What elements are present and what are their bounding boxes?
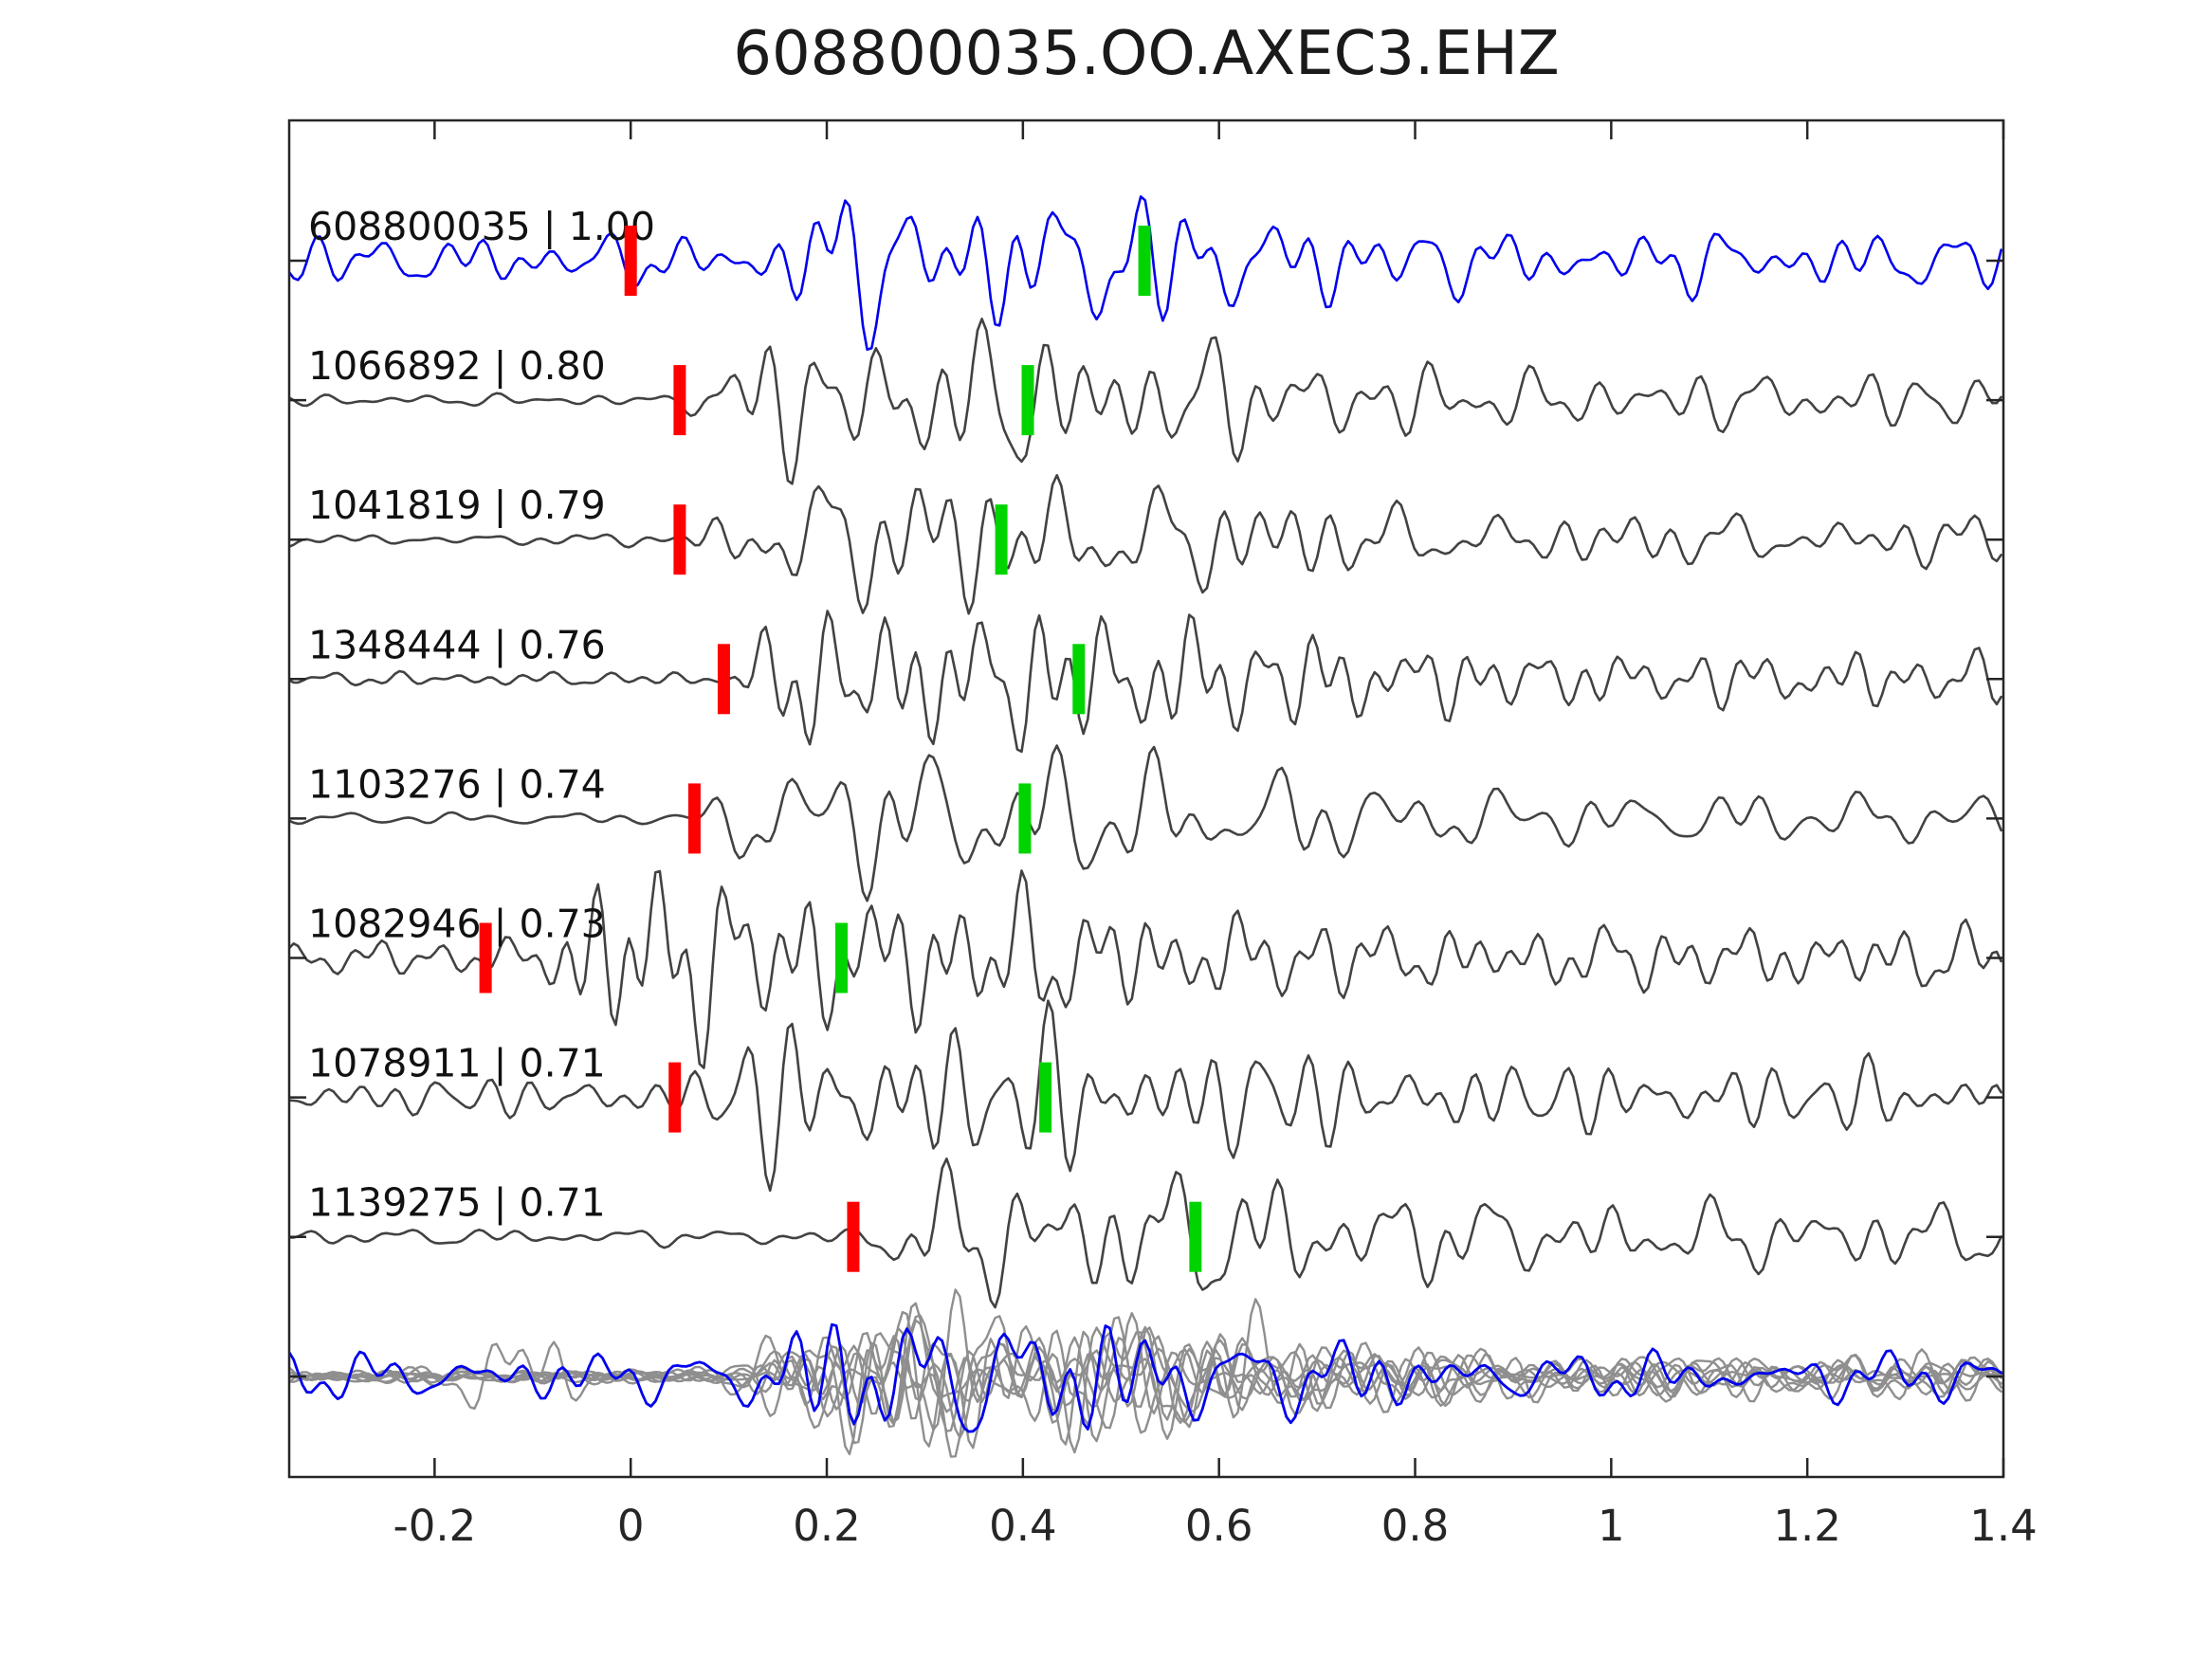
- pick-marker-green-1078911: [1039, 1062, 1052, 1133]
- trace-label-1082946: 1082946 | 0.73: [308, 902, 606, 947]
- waveform-trace-1103276: [289, 744, 2002, 902]
- x-tick-label-0.4: 0.4: [989, 1501, 1057, 1551]
- stack-trace: [289, 1288, 2002, 1434]
- stack-trace: [289, 1315, 2002, 1458]
- pick-marker-red-1066892: [673, 365, 686, 436]
- waveform-trace-608800035: [289, 195, 2002, 351]
- waveform-trace-1078911: [289, 999, 2002, 1193]
- pick-marker-green-1041819: [995, 504, 1008, 575]
- trace-label-1103276: 1103276 | 0.74: [308, 761, 606, 807]
- trace-label-1066892: 1066892 | 0.80: [308, 343, 606, 389]
- pick-marker-red-1041819: [673, 504, 686, 575]
- waveform-trace-1066892: [289, 318, 2002, 485]
- waveform-trace-1082946: [289, 869, 2002, 1069]
- pick-marker-red-1348444: [717, 644, 730, 715]
- pick-marker-green-608800035: [1138, 226, 1151, 296]
- pick-marker-green-1066892: [1021, 365, 1034, 436]
- waveform-trace-1041819: [289, 474, 2002, 615]
- pick-marker-red-1078911: [668, 1062, 682, 1133]
- waveform-trace-1348444: [289, 610, 2002, 754]
- x-tick-label-0.6: 0.6: [1185, 1501, 1253, 1551]
- trace-label-1139275: 1139275 | 0.71: [308, 1180, 606, 1226]
- trace-label-1041819: 1041819 | 0.79: [308, 483, 606, 528]
- pick-marker-green-1139275: [1189, 1201, 1202, 1272]
- pick-marks-layer: [479, 226, 1202, 1272]
- x-tick-label-0.2: 0.2: [793, 1501, 861, 1551]
- plot-border: [287, 118, 2005, 1479]
- pick-marker-red-608800035: [624, 226, 637, 296]
- x-tick-label-1: 1: [1598, 1501, 1625, 1551]
- waveform-trace-1139275: [289, 1158, 2002, 1309]
- pick-marker-green-1103276: [1018, 783, 1032, 854]
- pick-marker-red-1082946: [479, 922, 492, 994]
- stack-trace-template: [289, 1322, 2002, 1433]
- waveforms-layer: [289, 195, 2002, 1458]
- figure-title: 608800035.OO.AXEC3.EHZ: [733, 19, 1560, 89]
- trace-label-1078911: 1078911 | 0.71: [308, 1041, 606, 1086]
- pick-marker-red-1103276: [687, 783, 701, 854]
- x-tick-label-1.2: 1.2: [1773, 1501, 1841, 1551]
- x-tick-label--0.2: -0.2: [393, 1501, 476, 1551]
- pick-marker-red-1139275: [847, 1201, 860, 1272]
- x-tick-label-1.4: 1.4: [1969, 1501, 2038, 1551]
- trace-label-608800035: 608800035 | 1.00: [308, 204, 655, 249]
- x-tick-label-0.8: 0.8: [1381, 1501, 1450, 1551]
- trace-label-1348444: 1348444 | 0.76: [308, 622, 606, 667]
- x-tick-label-0: 0: [617, 1501, 645, 1551]
- pick-marker-green-1082946: [835, 922, 849, 994]
- pick-marker-green-1348444: [1072, 644, 1086, 715]
